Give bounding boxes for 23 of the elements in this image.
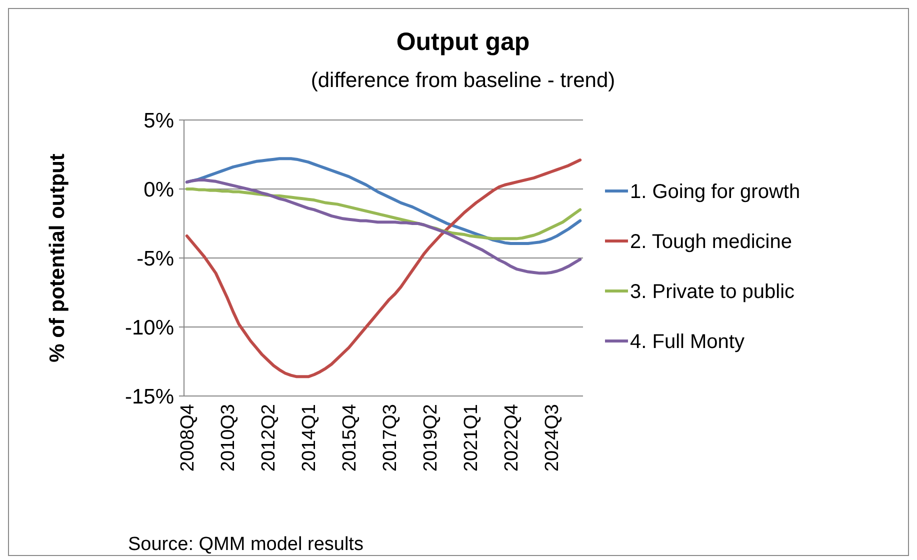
- x-tick-label: 2015Q4: [339, 404, 360, 472]
- source-note: Source: QMM model results: [128, 534, 364, 555]
- x-tick-label: 2010Q3: [218, 404, 240, 472]
- y-axis-title: % of potential output: [46, 154, 69, 362]
- x-tick-label: 2019Q2: [420, 404, 442, 472]
- y-tick-label: 5%: [144, 109, 174, 132]
- x-tick-label: 2021Q1: [460, 404, 482, 472]
- x-tick-label: 2008Q4: [178, 404, 199, 472]
- x-tick-label: 2014Q1: [298, 404, 320, 472]
- x-tick-label: 2012Q2: [258, 404, 280, 472]
- legend-label: 2. Tough medicine: [630, 231, 792, 253]
- legend-label: 3. Private to public: [630, 281, 795, 303]
- legend-label: 4. Full Monty: [630, 331, 744, 353]
- y-tick-label: -5%: [136, 247, 174, 270]
- y-tick-label: -15%: [124, 385, 174, 408]
- y-tick-label: -10%: [124, 316, 174, 340]
- x-tick-label: 2017Q3: [380, 404, 401, 472]
- legend-label: 1. Going for growth: [630, 181, 800, 203]
- x-tick-label: 2022Q4: [501, 404, 522, 472]
- x-tick-label: 2024Q3: [542, 404, 563, 472]
- chart-title: Output gap: [396, 28, 530, 56]
- chart-subtitle: (difference from baseline - trend): [310, 69, 616, 92]
- y-tick-label: 0%: [144, 178, 174, 202]
